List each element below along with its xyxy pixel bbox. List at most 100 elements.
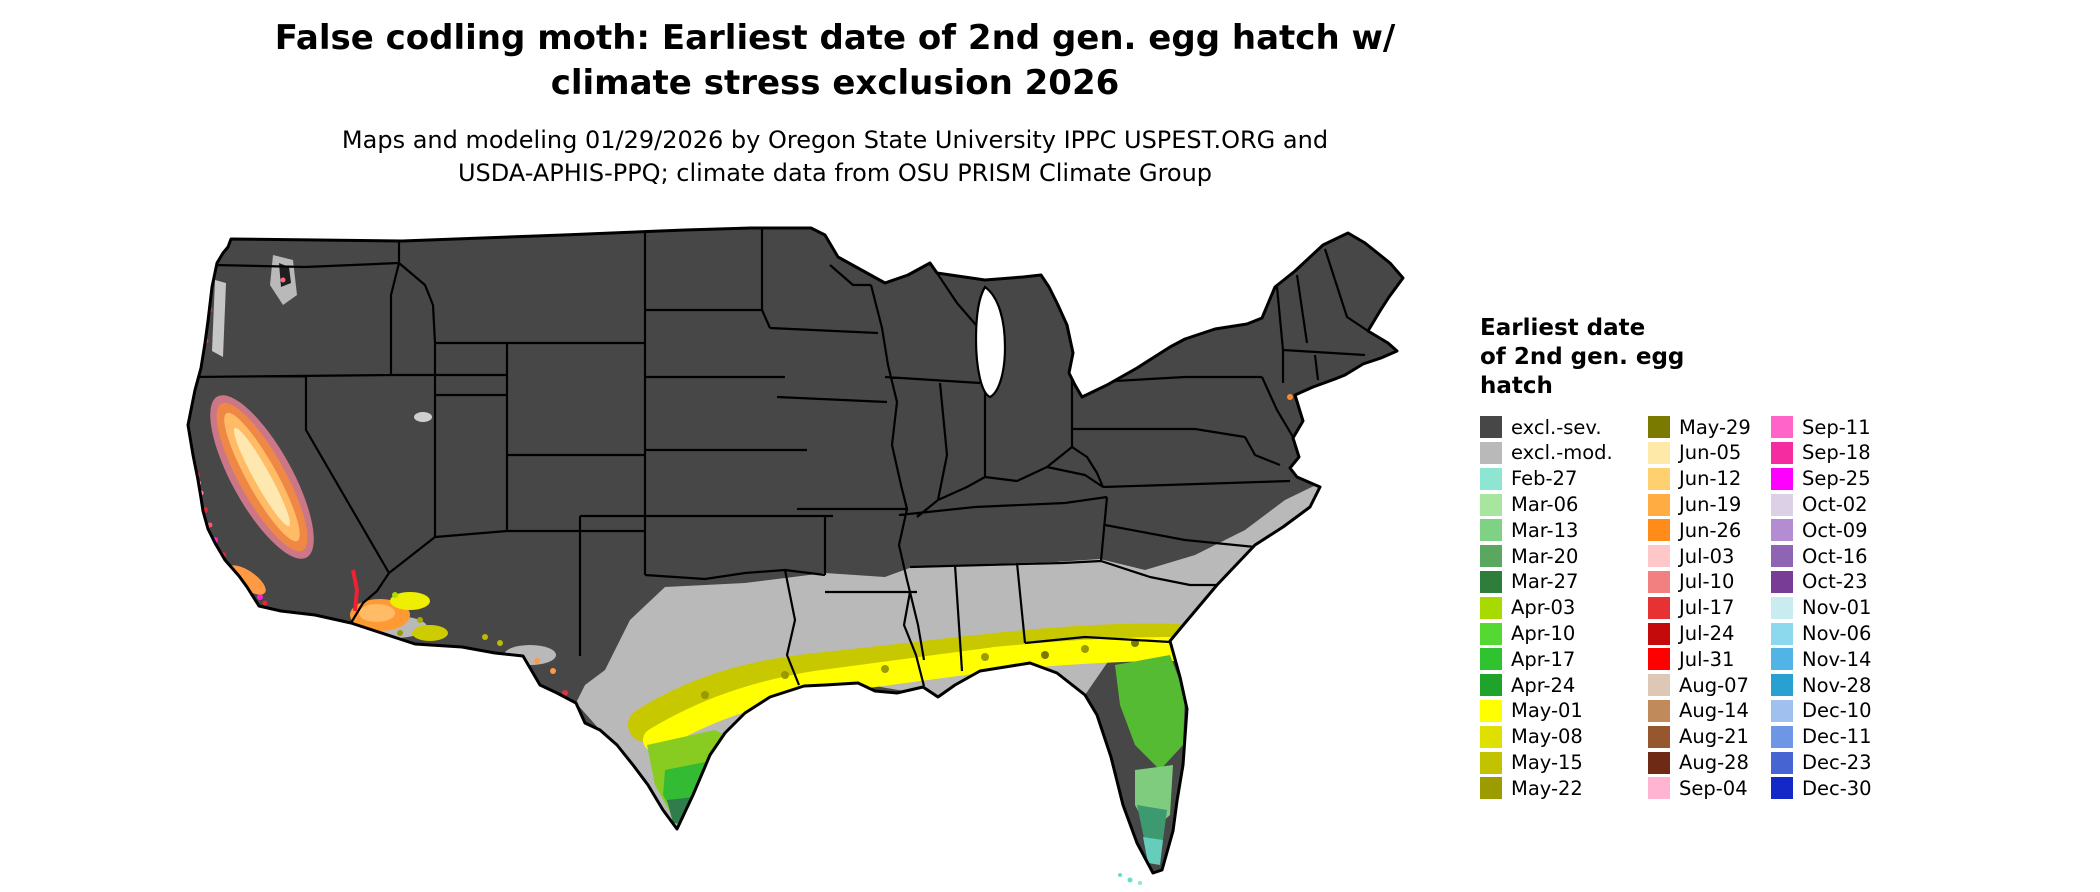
fl-tip-teal [1143, 837, 1163, 865]
us-map-svg [186, 226, 1405, 885]
legend-swatch [1480, 751, 1502, 774]
olive-speck [1041, 651, 1049, 659]
legend-row: Dec-23 [1771, 750, 1872, 776]
fl-seagreen [1137, 805, 1167, 843]
legend-label: Oct-02 [1802, 493, 1868, 517]
legend-swatch [1771, 441, 1793, 464]
legend-swatch [1771, 622, 1793, 645]
az-speck [397, 630, 403, 636]
legend-swatch [1771, 493, 1793, 516]
legend-label: May-15 [1511, 751, 1583, 774]
legend-swatch [1771, 751, 1793, 774]
legend-label: May-01 [1511, 699, 1583, 723]
legend-row: Mar-06 [1480, 492, 1613, 518]
legend-label: Nov-28 [1802, 673, 1872, 697]
legend-row: Jun-05 [1648, 440, 1751, 466]
us-map [185, 225, 1410, 890]
ne-coast-speck [1300, 404, 1306, 410]
legend-label: Aug-28 [1679, 751, 1749, 774]
legend-row: Oct-16 [1771, 543, 1872, 569]
legend-row: Jul-17 [1648, 595, 1751, 621]
legend-label: Feb-27 [1511, 467, 1578, 491]
legend-row: Nov-28 [1771, 672, 1872, 698]
legend-label: Nov-14 [1802, 647, 1872, 671]
legend-row: May-29 [1648, 414, 1751, 440]
legend-label: Dec-11 [1802, 725, 1872, 749]
riogrande-speck [550, 668, 556, 674]
legend-swatch [1648, 751, 1670, 774]
legend-swatch [1480, 493, 1502, 516]
state-borders [190, 228, 1369, 687]
map-legend: Earliest date of 2nd gen. egg hatch excl… [1480, 314, 2090, 814]
fl-coast-speck [1180, 662, 1186, 668]
legend-label: Sep-11 [1802, 415, 1871, 439]
phoenix-core [359, 604, 395, 622]
sc-coast-speck [1262, 542, 1268, 548]
legend-row: Apr-24 [1480, 672, 1613, 698]
nm-speck [482, 634, 488, 640]
legend-row: Apr-17 [1480, 646, 1613, 672]
olive-speck [981, 653, 989, 661]
legend-title-line-1: Earliest date [1480, 315, 1646, 341]
legend-row: Dec-30 [1771, 775, 1872, 801]
legend-row: Oct-23 [1771, 569, 1872, 595]
legend-row: Apr-03 [1480, 595, 1613, 621]
legend-row: Apr-10 [1480, 621, 1613, 647]
legend-row: Mar-13 [1480, 517, 1613, 543]
olive-speck [881, 665, 889, 673]
title-line-1: False codling moth: Earliest date of 2nd… [274, 18, 1396, 58]
or-coast-speck [200, 322, 206, 328]
legend-swatch [1648, 622, 1670, 645]
legend-row: Nov-14 [1771, 646, 1872, 672]
legend-label: Apr-10 [1511, 622, 1576, 646]
legend-row: Dec-10 [1771, 698, 1872, 724]
legend-swatch [1648, 674, 1670, 697]
legend-swatch [1648, 777, 1670, 800]
legend-title: Earliest date of 2nd gen. egg hatch [1480, 314, 2090, 400]
legend-row: Sep-11 [1771, 414, 1872, 440]
map-header: False codling moth: Earliest date of 2nd… [0, 16, 1670, 190]
legend-label: Nov-01 [1802, 596, 1872, 620]
legend-row: May-22 [1480, 775, 1613, 801]
legend-label: May-29 [1679, 415, 1751, 439]
legend-row: Jun-26 [1648, 517, 1751, 543]
legend-swatch [1648, 596, 1670, 619]
legend-row: Mar-27 [1480, 569, 1613, 595]
legend-column-3: Sep-11 Sep-18 Sep-25 Oct-02 Oct-09 Oct-16 Oct-… [1771, 414, 1872, 801]
fl-keys-speck [1118, 873, 1122, 877]
legend-swatch [1480, 596, 1502, 619]
riogrande-speck [562, 690, 568, 696]
willamette-gray-strip [212, 280, 226, 357]
legend-label: Jun-26 [1679, 518, 1742, 542]
legend-label: Mar-06 [1511, 493, 1579, 517]
legend-swatch [1648, 493, 1670, 516]
page-title: False codling moth: Earliest date of 2nd… [0, 16, 1670, 106]
legend-label: Jul-17 [1679, 596, 1735, 620]
legend-row: Jun-12 [1648, 466, 1751, 492]
legend-label: Nov-06 [1802, 622, 1872, 646]
legend-row: Jul-24 [1648, 621, 1751, 647]
legend-row: Mar-20 [1480, 543, 1613, 569]
legend-swatch [1771, 570, 1793, 593]
legend-row: Jul-03 [1648, 543, 1751, 569]
legend-label: Oct-23 [1802, 570, 1868, 594]
ca-coast-speck [257, 594, 263, 600]
legend-label: Aug-14 [1679, 699, 1749, 723]
legend-row: May-15 [1480, 750, 1613, 776]
ne-coast-speck [1287, 394, 1293, 400]
legend-swatch [1771, 416, 1793, 439]
legend-row: excl.-sev. [1480, 414, 1613, 440]
fl-keys-speck [1138, 881, 1142, 885]
legend-row: Sep-25 [1771, 466, 1872, 492]
subtitle-line-2: USDA-APHIS-PPQ; climate data from OSU PR… [457, 158, 1213, 187]
legend-swatch [1480, 519, 1502, 542]
legend-row: Oct-09 [1771, 517, 1872, 543]
legend-label: Mar-20 [1511, 544, 1579, 568]
legend-swatch [1648, 545, 1670, 568]
legend-label: Apr-24 [1511, 673, 1576, 697]
legend-swatch [1648, 725, 1670, 748]
legend-label: Sep-18 [1802, 441, 1871, 465]
az-yellow-patch [390, 592, 430, 610]
legend-label: Dec-10 [1802, 699, 1872, 723]
